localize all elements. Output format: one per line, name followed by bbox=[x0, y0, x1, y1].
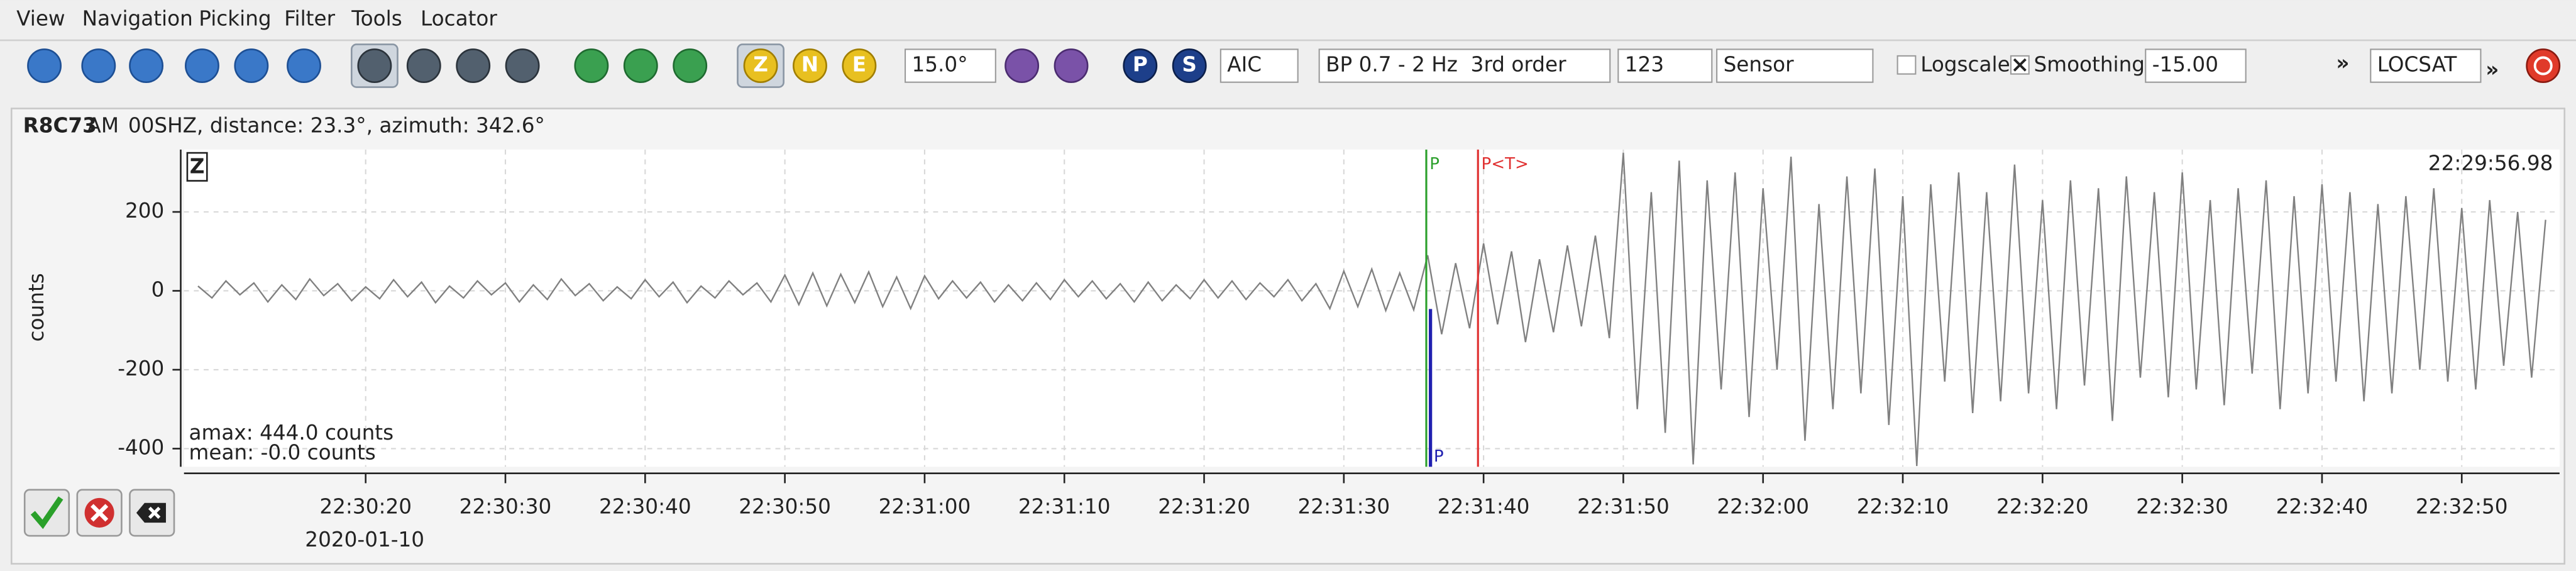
nav-button[interactable] bbox=[185, 48, 219, 84]
x-tick-label: 22:30:20 bbox=[319, 495, 412, 519]
tool-button[interactable] bbox=[357, 48, 392, 84]
plot-area bbox=[184, 149, 2560, 467]
x-tick-label: 22:31:10 bbox=[1018, 495, 1111, 519]
logscale-checkbox[interactable] bbox=[1896, 55, 1917, 75]
picker-value: AIC bbox=[1227, 53, 1262, 77]
filter-value: BP 0.7 - 2 Hz 3rd order bbox=[1326, 53, 1566, 77]
nav-button[interactable] bbox=[129, 48, 164, 84]
overflow[interactable]: » bbox=[2336, 51, 2349, 75]
locate-button[interactable] bbox=[2526, 48, 2561, 84]
nav-button[interactable] bbox=[81, 48, 116, 84]
close-icon bbox=[148, 506, 161, 519]
x-tick-label: 22:31:20 bbox=[1158, 495, 1250, 519]
amax: amax: 444.0 counts bbox=[189, 421, 394, 445]
x-tick-label: 22:32:50 bbox=[2416, 495, 2508, 519]
component-button[interactable] bbox=[743, 48, 778, 84]
tool-button[interactable] bbox=[1005, 48, 1040, 84]
component-button[interactable] bbox=[842, 48, 877, 84]
pick-label: P bbox=[1429, 155, 1439, 174]
component-button[interactable] bbox=[793, 48, 827, 84]
locate-icon bbox=[2533, 56, 2553, 75]
smoothing-label: Smoothing bbox=[2034, 53, 2145, 77]
menu-item[interactable]: Tools bbox=[351, 6, 402, 30]
logscale-label: Logscale bbox=[1920, 53, 2010, 77]
x-tick-label: 22:32:00 bbox=[1717, 495, 1809, 519]
unit-combo[interactable] bbox=[1716, 48, 1874, 83]
phase-button[interactable] bbox=[1172, 48, 1207, 84]
menu-bar bbox=[0, 0, 2576, 40]
waveform bbox=[197, 152, 2546, 467]
menu-item[interactable]: View bbox=[16, 6, 65, 30]
nav-button[interactable] bbox=[287, 48, 321, 84]
components-combo[interactable] bbox=[1617, 48, 1713, 83]
menu-item[interactable]: Locator bbox=[421, 6, 497, 30]
reject-icon bbox=[91, 504, 109, 522]
x-tick-label: 22:31:40 bbox=[1438, 495, 1530, 519]
filter-combo[interactable] bbox=[1318, 48, 1611, 83]
picker-combo[interactable] bbox=[1219, 48, 1299, 83]
tool-button[interactable] bbox=[623, 48, 658, 84]
date: 2020-01-10 bbox=[305, 528, 424, 552]
y-tick-label: -200 bbox=[118, 357, 164, 380]
x-tick-label: 22:32:10 bbox=[1857, 495, 1949, 519]
checkmark bbox=[2013, 58, 2027, 72]
x-tick-label: 22:30:40 bbox=[599, 495, 691, 519]
accept-icon bbox=[30, 496, 63, 529]
tool-button[interactable] bbox=[673, 48, 708, 84]
x-tick-label: 22:31:50 bbox=[1577, 495, 1670, 519]
phase-button[interactable] bbox=[1123, 48, 1158, 84]
tool-button[interactable] bbox=[1054, 48, 1089, 84]
component: Z bbox=[190, 155, 205, 179]
y-tick-label: 0 bbox=[151, 277, 165, 301]
mean: mean: -0.0 counts bbox=[189, 440, 376, 464]
network: AM bbox=[87, 113, 119, 137]
tool-button[interactable] bbox=[574, 48, 609, 84]
phase-label: S bbox=[1182, 53, 1197, 77]
components-value: 123 bbox=[1625, 53, 1664, 77]
y-tick-label: -400 bbox=[118, 435, 164, 459]
menu-item[interactable]: Filter bbox=[284, 6, 335, 30]
menu-item[interactable]: Navigation bbox=[82, 6, 193, 30]
x-tick-label: 22:31:00 bbox=[879, 495, 971, 519]
x-tick-label: 22:32:30 bbox=[2136, 495, 2228, 519]
x-tick-label: 22:30:50 bbox=[739, 495, 831, 519]
toolbar: Z N E 15.0° P S AIC BP 0.7 - 2 Hz 3rd or… bbox=[0, 39, 2576, 88]
component-box bbox=[186, 152, 208, 182]
x-tick-label: 22:30:30 bbox=[460, 495, 552, 519]
menu-item[interactable]: Picking bbox=[199, 6, 271, 30]
unit-value: Sensor bbox=[1724, 53, 1795, 77]
nav-button[interactable] bbox=[27, 48, 62, 84]
tool-button[interactable] bbox=[456, 48, 491, 84]
angle-value: 15.0° bbox=[912, 53, 968, 77]
accept-button[interactable] bbox=[23, 489, 70, 537]
x-tick-label: 22:32:40 bbox=[2276, 495, 2369, 519]
tool-button[interactable] bbox=[505, 48, 540, 84]
phase-label: P bbox=[1133, 53, 1148, 77]
x-tick-label: 22:32:20 bbox=[1996, 495, 2089, 519]
pick-label: P bbox=[1434, 447, 1444, 466]
component-label: Z bbox=[753, 53, 768, 77]
angle-spinbox[interactable] bbox=[905, 48, 996, 83]
smoothing-spinbox[interactable] bbox=[2145, 48, 2247, 83]
stream-info: 00SHZ, distance: 23.3°, azimuth: 342.6° bbox=[128, 113, 545, 137]
nav-button[interactable] bbox=[234, 48, 269, 84]
smoothing-value: -15.00 bbox=[2152, 53, 2218, 77]
y-axis-label: counts bbox=[25, 273, 48, 341]
y-tick-label: 200 bbox=[125, 199, 164, 223]
pick-label: P<T> bbox=[1481, 155, 1529, 174]
component-label: E bbox=[852, 53, 866, 77]
trace-time: 22:29:56.98 bbox=[2428, 151, 2553, 175]
station: R8C73 bbox=[23, 113, 97, 137]
x-tick-label: 22:31:30 bbox=[1297, 495, 1390, 519]
plot: -400 -200 0 200 22:30:20 22:30:30 22:30:40 22:3… bbox=[118, 149, 2560, 519]
locator-value: LOCSAT bbox=[2377, 53, 2458, 77]
tool-button[interactable] bbox=[406, 48, 441, 84]
overflow[interactable]: » bbox=[2485, 57, 2499, 81]
locator-combo[interactable] bbox=[2370, 48, 2482, 83]
component-label: N bbox=[801, 53, 818, 77]
